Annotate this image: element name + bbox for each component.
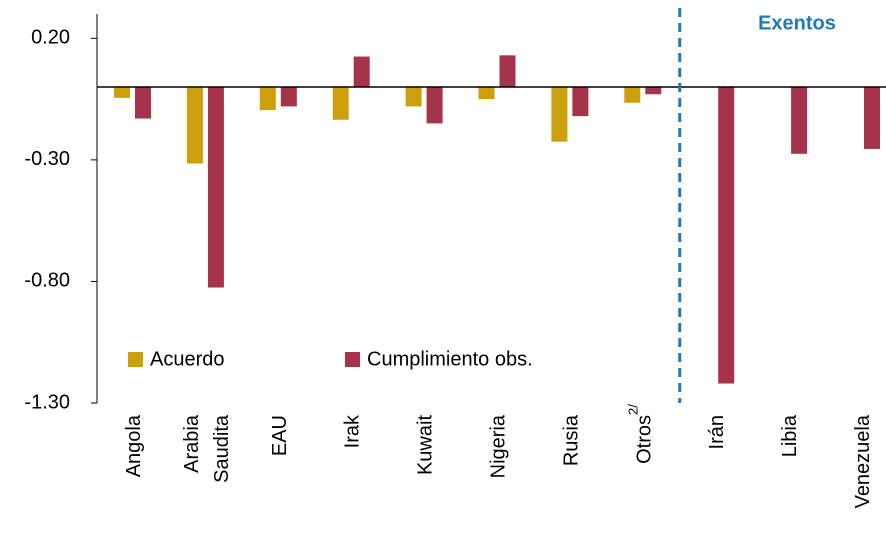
bar [353, 56, 370, 87]
x-tick-label: Otros [633, 415, 655, 464]
annotation: Exentos [758, 12, 836, 34]
bar [186, 86, 203, 164]
y-tick-label: -0.30 [24, 148, 70, 170]
x-tick-label: Irán [706, 415, 728, 449]
bar [259, 86, 276, 111]
x-tick-label: Venezuela [852, 414, 874, 508]
bar [551, 86, 568, 142]
x-tick-label: Arabia Saudita [181, 414, 233, 488]
bar [645, 86, 662, 95]
bar [478, 86, 495, 100]
y-tick-label: -0.80 [24, 270, 70, 292]
x-tick-label: EAU [269, 415, 291, 456]
legend-swatch [345, 352, 360, 367]
bar [332, 86, 349, 120]
bar [791, 86, 808, 154]
y-tick-label: 0.20 [31, 27, 70, 49]
bar [207, 86, 224, 288]
bar [864, 86, 880, 149]
bar [624, 86, 641, 103]
x-tick-label: Rusia [560, 414, 582, 466]
bar [499, 55, 516, 87]
x-tick-label: Nigeria [488, 414, 510, 478]
x-tick-label: Angola [123, 414, 145, 477]
bar [114, 86, 130, 98]
x-tick-superscript: 2/ [625, 404, 640, 415]
x-tick-label: Libia [779, 414, 801, 457]
legend-label: Cumplimiento obs. [367, 348, 533, 370]
bar [426, 86, 443, 124]
x-tick-label: Kuwait [415, 415, 437, 475]
x-tick-label: Irak [342, 414, 364, 448]
bar [718, 86, 735, 384]
y-tick-label: -1.30 [24, 391, 70, 413]
bar [405, 86, 422, 107]
legend-label: Acuerdo [150, 348, 225, 370]
legend-swatch [128, 352, 143, 367]
bar [280, 86, 297, 107]
bar [572, 86, 589, 117]
bar [135, 86, 151, 119]
